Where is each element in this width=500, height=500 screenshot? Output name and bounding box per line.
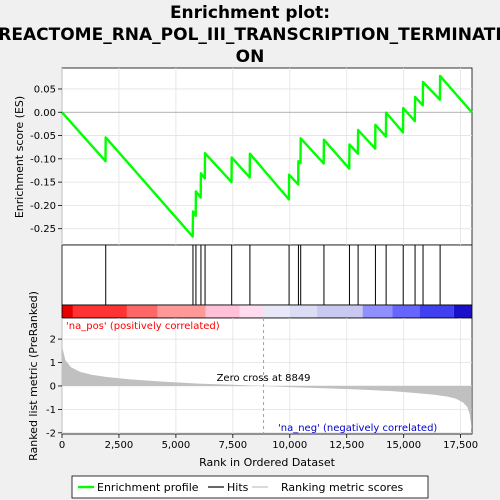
color-bar-segment-12 — [453, 305, 472, 318]
title-line-3: ON — [236, 47, 265, 67]
color-bar-segment-10 — [392, 305, 420, 318]
legend: Enrichment profile Hits Ranking metric s… — [71, 475, 429, 499]
es-tick-label-5: -0.20 — [30, 201, 56, 212]
x-tick-label-0: 0 — [59, 440, 65, 451]
x-tick-label-6: 15,000 — [386, 440, 421, 451]
legend-hits: Hits — [227, 481, 249, 494]
ranking-color-bar — [61, 304, 473, 319]
color-bar-segment-0 — [62, 305, 73, 318]
title-line-2: REACTOME_RNA_POL_III_TRANSCRIPTION_TERMI… — [0, 25, 500, 45]
enrichment-profile-line — [61, 74, 473, 238]
x-tick-label-4: 10,000 — [272, 440, 307, 451]
ranking-metric-area — [62, 346, 472, 430]
metric-tick-label-2: 0 — [50, 381, 56, 392]
es-y-axis-label: Enrichment score (ES) — [13, 96, 26, 218]
x-tick-label-1: 2,500 — [105, 440, 134, 451]
color-bar-segment-11 — [419, 305, 454, 318]
color-bar-segment-8 — [317, 305, 363, 318]
title-line-1: Enrichment plot: — [170, 3, 330, 23]
color-bar-segment-9 — [362, 305, 393, 318]
color-bar-segment-1 — [72, 305, 127, 318]
color-bar-segment-6 — [263, 305, 290, 318]
x-tick-label-3: 7,500 — [219, 440, 248, 451]
color-bar-segment-2 — [126, 305, 158, 318]
metric-tick-label-1: 1 — [50, 358, 56, 369]
metric-grid — [61, 318, 472, 434]
color-bar-segment-5 — [239, 305, 264, 318]
x-tick-label-7: 17,500 — [443, 440, 478, 451]
color-bar-segment-7 — [289, 305, 318, 318]
color-bar-segment-3 — [157, 305, 206, 318]
es-y-ticks: 0.05 0.00 -0.05 -0.10 -0.15 -0.20 -0.25 — [30, 84, 62, 235]
metric-y-axis-label: Ranked list metric (PreRanked) — [27, 291, 40, 461]
zero-cross-label: Zero cross at 8849 — [217, 373, 311, 384]
x-tick-label-5: 12,500 — [329, 440, 364, 451]
hits-group — [105, 245, 441, 305]
x-axis-label: Rank in Ordered Dataset — [199, 456, 336, 469]
negative-correlation-label: 'na_neg' (negatively correlated) — [278, 423, 437, 434]
positive-correlation-label: 'na_pos' (positively correlated) — [66, 321, 220, 332]
es-tick-label-2: -0.05 — [30, 131, 56, 142]
es-tick-label-6: -0.25 — [30, 224, 56, 235]
x-axis-ticks: 0 2,500 5,000 7,500 10,000 12,500 15,000 17,500 — [59, 434, 478, 451]
legend-box — [71, 475, 429, 499]
es-tick-label-4: -0.15 — [30, 178, 56, 189]
hits-panel — [61, 244, 473, 306]
es-tick-label-1: 0.00 — [34, 108, 56, 119]
metric-y-ticks: 2 1 0 -1 -2 — [46, 335, 62, 439]
legend-enrichment-profile: Enrichment profile — [97, 481, 199, 494]
es-tick-label-0: 0.05 — [34, 84, 56, 95]
metric-tick-label-4: -2 — [46, 428, 56, 439]
metric-tick-label-3: -1 — [46, 405, 56, 416]
color-bar-segment-4 — [205, 305, 240, 318]
metric-tick-label-0: 2 — [50, 335, 56, 346]
x-tick-label-2: 5,000 — [162, 440, 191, 451]
es-tick-label-3: -0.10 — [30, 154, 56, 165]
legend-ranking-metric-scores: Ranking metric scores — [281, 481, 403, 494]
